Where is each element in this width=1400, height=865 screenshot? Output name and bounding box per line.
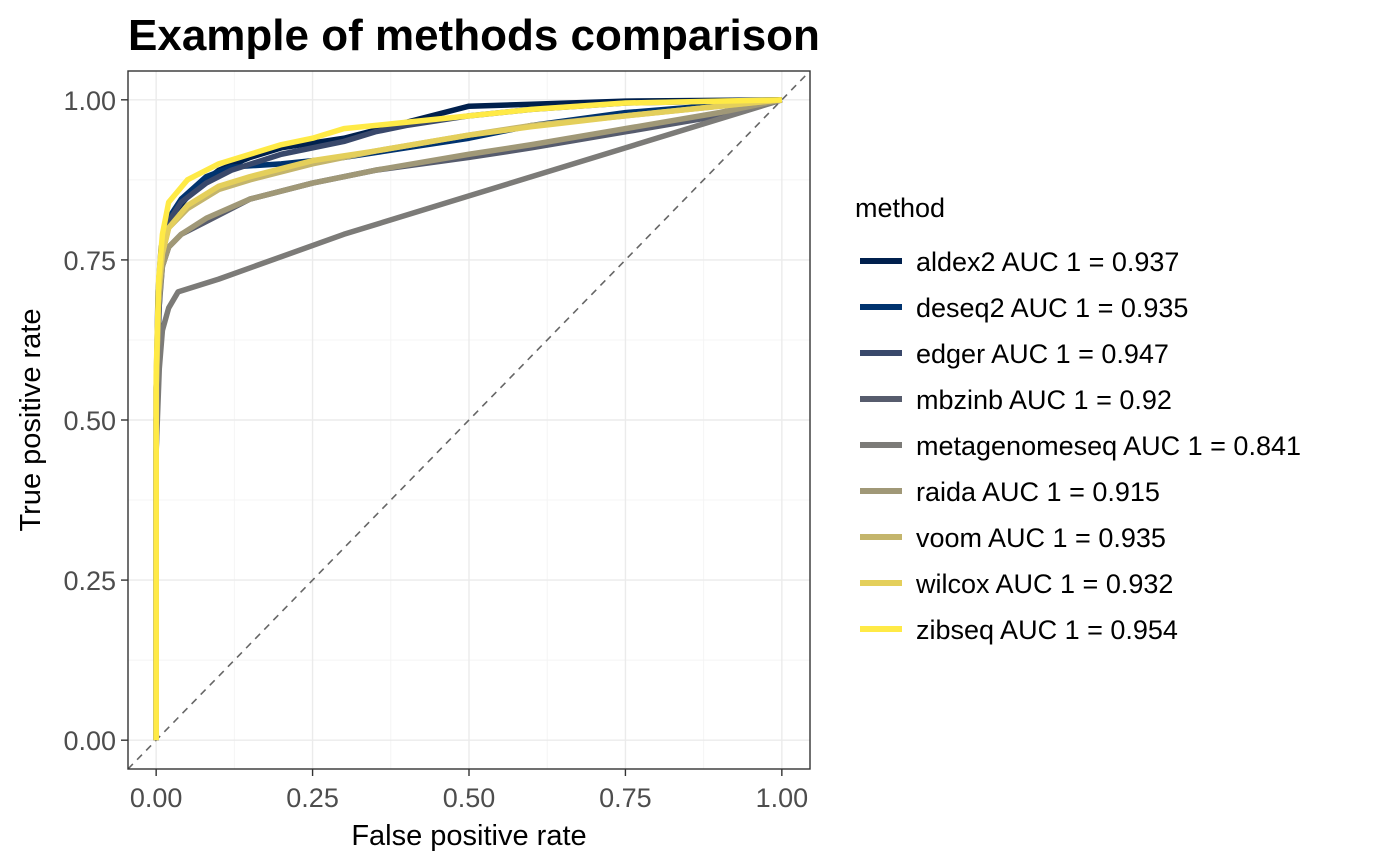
legend-label: raida AUC 1 = 0.915 xyxy=(916,477,1160,507)
x-tick-label: 0.50 xyxy=(443,783,496,813)
x-axis-title: False positive rate xyxy=(351,820,586,852)
legend-label: aldex2 AUC 1 = 0.937 xyxy=(916,247,1179,277)
y-tick-label: 0.25 xyxy=(63,566,116,596)
y-tick-label: 1.00 xyxy=(63,86,116,116)
chart-title: Example of methods comparison xyxy=(128,11,820,60)
legend-title: method xyxy=(855,193,945,223)
diagonal-reference-line xyxy=(127,70,811,770)
y-tick-label: 0.50 xyxy=(63,406,116,436)
legend-label: zibseq AUC 1 = 0.954 xyxy=(916,615,1178,645)
legend: method aldex2 AUC 1 = 0.937 deseq2 AUC 1 … xyxy=(855,193,1301,645)
legend-label: edger AUC 1 = 0.947 xyxy=(916,339,1169,369)
legend-label: wilcox AUC 1 = 0.932 xyxy=(915,569,1173,599)
y-tick-label: 0.00 xyxy=(63,726,116,756)
roc-line-zibseq xyxy=(153,97,782,741)
x-axis: 0.00 0.25 0.50 0.75 1.00 xyxy=(130,769,808,813)
x-tick-label: 0.75 xyxy=(599,783,652,813)
legend-label: metagenomeseq AUC 1 = 0.841 xyxy=(916,431,1301,461)
grid xyxy=(128,71,810,769)
legend-label: mbzinb AUC 1 = 0.92 xyxy=(916,385,1172,415)
x-tick-label: 1.00 xyxy=(756,783,809,813)
y-tick-label: 0.75 xyxy=(63,246,116,276)
x-tick-label: 0.25 xyxy=(286,783,339,813)
legend-label: voom AUC 1 = 0.935 xyxy=(916,523,1166,553)
y-axis-title: True positive rate xyxy=(15,309,47,532)
x-tick-label: 0.00 xyxy=(130,783,183,813)
roc-series xyxy=(153,97,783,741)
legend-label: deseq2 AUC 1 = 0.935 xyxy=(916,293,1188,323)
y-axis: 0.00 0.25 0.50 0.75 1.00 xyxy=(63,86,128,756)
